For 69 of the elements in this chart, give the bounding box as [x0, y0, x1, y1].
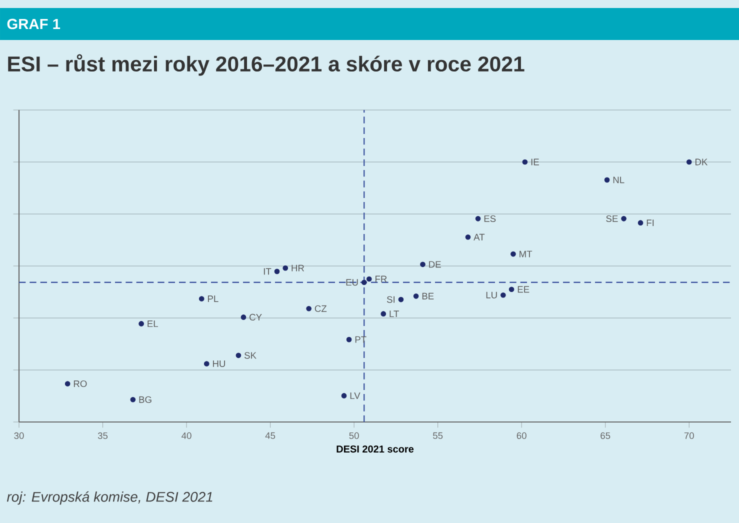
point [508, 286, 514, 292]
annotation: IE [531, 158, 539, 166]
point [413, 293, 419, 299]
annotation: BE [422, 292, 434, 300]
x-axis-title: DESI 2021 score [336, 445, 414, 453]
point [204, 361, 210, 366]
annotation: NL [613, 176, 624, 184]
annotation: DK [695, 158, 708, 166]
annotation: LT [390, 310, 399, 318]
point [282, 265, 288, 271]
point [420, 262, 426, 268]
annotation: MT [520, 250, 532, 258]
point [341, 393, 347, 398]
point [306, 306, 312, 312]
annotation: PL [208, 296, 218, 302]
point [621, 216, 626, 222]
annotation: PT [355, 336, 366, 343]
point [240, 314, 246, 320]
annotation: SE [606, 215, 618, 222]
annotation: LV [350, 392, 360, 399]
annotation: DE [429, 261, 441, 268]
x-tick-label: 50 [349, 432, 359, 439]
point [500, 292, 506, 298]
x-tick-label: 40 [182, 432, 192, 439]
x-tick-label: 65 [600, 432, 610, 439]
annotation: CY [250, 314, 262, 320]
annotation: ES [484, 215, 496, 222]
x-tick-label: 35 [98, 432, 108, 439]
point [198, 296, 204, 302]
point [361, 280, 367, 286]
x-tick-label: 60 [516, 432, 526, 439]
annotation: RO [74, 380, 87, 388]
chart-title: ESI – růst mezi roky 2016–2021 a skóre v roce 2021 [8, 54, 524, 76]
point [604, 177, 610, 183]
annotation: SI [386, 296, 395, 303]
point [510, 251, 516, 257]
point [475, 216, 481, 222]
annotation: AT [474, 234, 485, 240]
annotation: EU [346, 279, 358, 286]
x-tick-label: 55 [433, 432, 443, 439]
point [236, 352, 242, 358]
annotation: HR [292, 264, 304, 272]
annotation: CZ [314, 305, 327, 312]
point [465, 234, 471, 240]
x-tick-label: 70 [684, 432, 694, 439]
annotation: FI [646, 220, 654, 226]
annotation: SK [244, 352, 256, 359]
point [522, 159, 528, 165]
point [64, 381, 70, 386]
point [380, 311, 386, 316]
point [274, 268, 280, 274]
annotation: EL [148, 320, 158, 327]
x-tick-label: 30 [14, 432, 24, 439]
point [138, 321, 144, 326]
point [130, 396, 136, 402]
point [686, 159, 692, 165]
text: roj: Evropská komise, DESI 2021 [6, 491, 212, 505]
x-tick-label: 45 [265, 432, 276, 439]
annotation: LU [486, 292, 497, 298]
annotation: FR [376, 276, 387, 282]
point [346, 336, 352, 342]
point [638, 220, 644, 226]
annotation: IT [264, 268, 272, 275]
text: GRAF 1 [7, 18, 60, 30]
annotation: BG [139, 396, 152, 403]
point [398, 296, 404, 302]
annotation: EE [518, 286, 530, 293]
annotation: HU [213, 360, 225, 367]
point [366, 276, 372, 282]
